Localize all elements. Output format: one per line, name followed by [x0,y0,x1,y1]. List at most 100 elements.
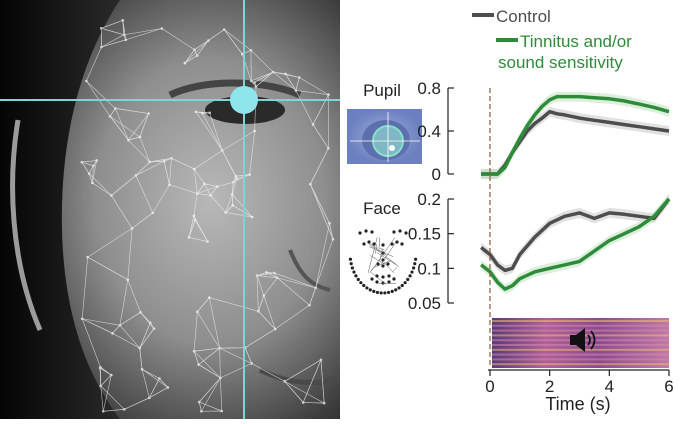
mesh-landmark [265,271,268,274]
face-landmark-link [393,267,397,271]
pupil-chart: 00.40.8 [417,79,669,184]
face-landmark-dot [404,281,407,284]
y-tick-label: 0.1 [417,259,441,278]
legend-label-tinnitus-line2: sound sensitivity [498,53,623,72]
face-photo [0,0,340,419]
mesh-landmark [255,85,258,88]
mesh-landmark [158,377,161,380]
mesh-landmark [168,183,171,186]
mesh-landmark [234,175,237,178]
eye-thumbnail [347,109,422,164]
legend: Control Tinnitus and/or sound sensitivit… [472,7,632,72]
pupil-marker [230,86,258,114]
face-landmark-dot [372,290,375,293]
face-landmark-dot [362,242,365,245]
spectrogram-band [492,330,669,332]
face-landmark-dot [387,291,390,294]
face-landmark-link [379,238,380,248]
face-landmark-dot [387,274,390,277]
face-landmark-dot [350,262,353,265]
face-landmark-dot [358,231,361,234]
face-landmark-dot [392,230,395,233]
spectrogram-band [492,325,669,327]
face-landmark-dot [380,291,383,294]
face-landmark-dot [381,243,384,246]
face-landmark-dot [351,266,354,269]
face-landmark-dot [394,288,397,291]
pupil-panel-label: Pupil [363,81,401,100]
y-tick-label: 0.15 [408,225,441,244]
mesh-landmark [121,19,124,22]
legend-label-tinnitus-line1: Tinnitus and/or [520,32,632,51]
mesh-landmark [253,130,256,133]
face-landmark-dot [383,291,386,294]
x-tick-label: 6 [664,377,673,396]
face-landmark-dot [376,291,379,294]
face-landmark-dot [359,281,362,284]
spectrogram-band [492,363,669,365]
face-landmark-dot [398,229,401,232]
mesh-landmark [100,46,103,49]
legend-label-control: Control [496,7,551,26]
mesh-landmark [320,359,323,362]
y-tick-label: 0.8 [417,79,441,98]
face-landmark-dot [400,242,403,245]
face-panel-label: Face [363,199,401,218]
face-landmark-dot [381,264,384,267]
mesh-landmark [102,410,105,413]
y-tick-label: 0 [432,165,441,184]
face-landmark-dot [364,229,367,232]
face-landmark-dot [369,288,372,291]
face-landmark-dot [352,270,355,273]
mesh-landmark [131,227,134,230]
face-landmark-dot [362,284,365,287]
face-landmark-dot [381,275,384,278]
face-landmark-dot [413,262,416,265]
face-landmark-dot [370,230,373,233]
y-tick-label: 0.05 [408,294,441,313]
face-landmark-dot [365,286,368,289]
mesh-landmark [295,89,298,92]
face-landmark-dot [386,262,389,265]
y-tick-label: 0.2 [417,190,441,209]
mesh-landmark [127,139,130,142]
face-landmark-link [375,244,377,254]
mesh-landmark [88,172,91,175]
face-landmark-dot [391,290,394,293]
mesh-landmark [110,374,113,377]
mesh-landmark [193,215,196,218]
spectrogram-band [492,354,669,356]
mesh-landmark [328,222,331,225]
face-landmark-dot [357,278,360,281]
mesh-landmark [85,80,88,83]
mesh-landmark [193,168,196,171]
face-landmark-dot [410,270,413,273]
face-landmark-dot [392,277,395,280]
mesh-landmark [201,112,204,115]
spectrogram-band [492,320,669,322]
face-landmark-dot [406,278,409,281]
face-landmark-dot [349,258,352,261]
mesh-landmark [283,380,286,383]
x-axis-label: Time (s) [545,394,610,414]
mesh-landmark [251,216,254,219]
mesh-landmark [208,296,211,299]
mesh-landmark [139,311,142,314]
face-landmark-dot [370,277,373,280]
mesh-landmark [127,278,130,281]
mesh-landmark [200,410,203,413]
face-landmark-dot [408,274,411,277]
face-landmark-dot [401,284,404,287]
x-tick-label: 0 [485,377,494,396]
mesh-landmark [308,304,311,307]
face-landmark-dot [412,266,415,269]
face-landmark-dot [397,286,400,289]
face-landmark-link [370,265,375,271]
face-landmark-dot [354,274,357,277]
spectrogram-band [492,349,669,351]
sound-spectrogram [492,318,669,368]
mesh-landmark [209,194,212,197]
